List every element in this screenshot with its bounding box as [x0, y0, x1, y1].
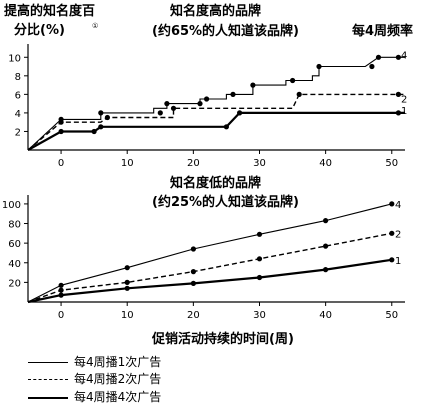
data-point — [58, 292, 64, 298]
x-tick-label: 30 — [253, 310, 266, 321]
legend-label-thin: 每4周播1次广告 — [74, 355, 162, 369]
y-tick-label: 80 — [8, 220, 21, 231]
data-point — [58, 128, 64, 135]
series-line-4 — [27, 56, 405, 151]
data-point — [290, 77, 296, 84]
x-tick-label: 0 — [58, 158, 64, 169]
data-point — [91, 128, 97, 135]
x-tick-label: 50 — [385, 158, 398, 169]
legend-item-dashed: 每4周播2次广告 — [28, 372, 248, 386]
footnote-mark: ① — [92, 22, 98, 30]
y-tick-label: 4 — [15, 109, 21, 120]
legend-label-thick: 每4周播4次广告 — [74, 390, 162, 404]
x-tick-label: 10 — [121, 158, 134, 169]
data-point — [98, 124, 104, 130]
frequency-label: 每4周频率 — [352, 23, 413, 39]
data-point — [237, 110, 243, 116]
y-tick-label: 60 — [8, 239, 21, 250]
data-point — [124, 279, 130, 285]
y-tick-label: 8 — [15, 72, 21, 83]
data-point — [124, 285, 130, 291]
legend-label-dashed: 每4周播2次广告 — [74, 372, 162, 386]
data-point — [190, 246, 196, 252]
data-point — [256, 274, 263, 281]
y-tick-label: 10 — [8, 53, 21, 64]
x-tick-label: 20 — [187, 310, 200, 321]
y-tick-label: 100 — [2, 200, 21, 211]
series-line-2 — [27, 93, 405, 151]
data-point — [323, 267, 329, 273]
data-point — [230, 91, 236, 97]
data-point — [375, 54, 382, 60]
series-label-1: 1 — [401, 106, 407, 117]
legend-swatch-dashed — [28, 379, 68, 380]
legend-item-thick: 每4周播4次广告 — [28, 390, 248, 404]
y-axis-label-line2: 分比(%) — [14, 22, 65, 38]
data-point — [389, 201, 395, 207]
series-label-4: 4 — [401, 50, 407, 61]
data-point — [369, 63, 375, 70]
series-label-4: 4 — [395, 200, 401, 211]
y-tick-label: 40 — [8, 259, 21, 270]
data-point — [170, 105, 177, 111]
data-point — [58, 282, 64, 288]
y-tick-label: 20 — [8, 278, 21, 289]
data-point — [395, 91, 401, 97]
data-point — [197, 101, 203, 107]
y-tick-label: 2 — [15, 127, 21, 138]
top-chart-title-line1: 知名度高的品牌 — [170, 3, 261, 19]
data-point — [223, 124, 229, 130]
data-point — [98, 110, 104, 116]
series-line-1 — [27, 111, 405, 151]
x-tick-label: 50 — [385, 310, 398, 321]
data-point — [157, 110, 163, 116]
data-point — [164, 101, 170, 107]
data-point — [250, 82, 256, 88]
x-tick-label: 10 — [121, 310, 134, 321]
x-tick-label: 40 — [319, 158, 332, 169]
legend-swatch-thin — [28, 362, 68, 363]
data-point — [389, 257, 395, 263]
data-point — [190, 269, 196, 275]
x-axis-label: 促销活动持续的时间(周) — [151, 331, 294, 347]
y-tick-label: 6 — [15, 90, 21, 101]
legend-item-thin: 每4周播1次广告 — [28, 355, 248, 369]
series-label-2: 2 — [395, 229, 401, 240]
x-tick-label: 30 — [253, 158, 266, 169]
data-point — [256, 231, 263, 237]
data-point — [323, 243, 329, 249]
x-tick-label: 40 — [319, 310, 332, 321]
data-point — [124, 265, 130, 271]
bottom-chart-title-line2: (约25%的人知道该品牌) — [152, 194, 299, 210]
legend-swatch-thick — [28, 397, 68, 399]
data-point — [58, 287, 64, 293]
data-point — [395, 54, 401, 60]
data-point — [389, 230, 395, 236]
data-point — [104, 114, 110, 121]
data-point — [395, 110, 401, 116]
y-axis-label-line1: 提高的知名度百 — [4, 3, 95, 19]
data-point — [190, 280, 196, 286]
series-label-2: 2 — [401, 94, 407, 105]
series-line-1 — [27, 258, 392, 304]
data-point — [323, 218, 329, 224]
bottom-chart-title-line1: 知名度低的品牌 — [170, 175, 261, 191]
x-tick-label: 20 — [187, 158, 200, 169]
top-chart-title-line2: (约65%的人知道该品牌) — [152, 23, 299, 39]
bottom-chart: 20 40 60 80 100 0 10 20 30 40 50 4 2 1 — [2, 195, 405, 321]
series-label-1: 1 — [395, 256, 401, 267]
data-point — [256, 256, 263, 262]
data-point — [58, 119, 64, 125]
x-tick-label: 0 — [58, 310, 64, 321]
data-point — [296, 91, 302, 97]
data-point — [316, 63, 322, 70]
data-point — [204, 96, 210, 102]
